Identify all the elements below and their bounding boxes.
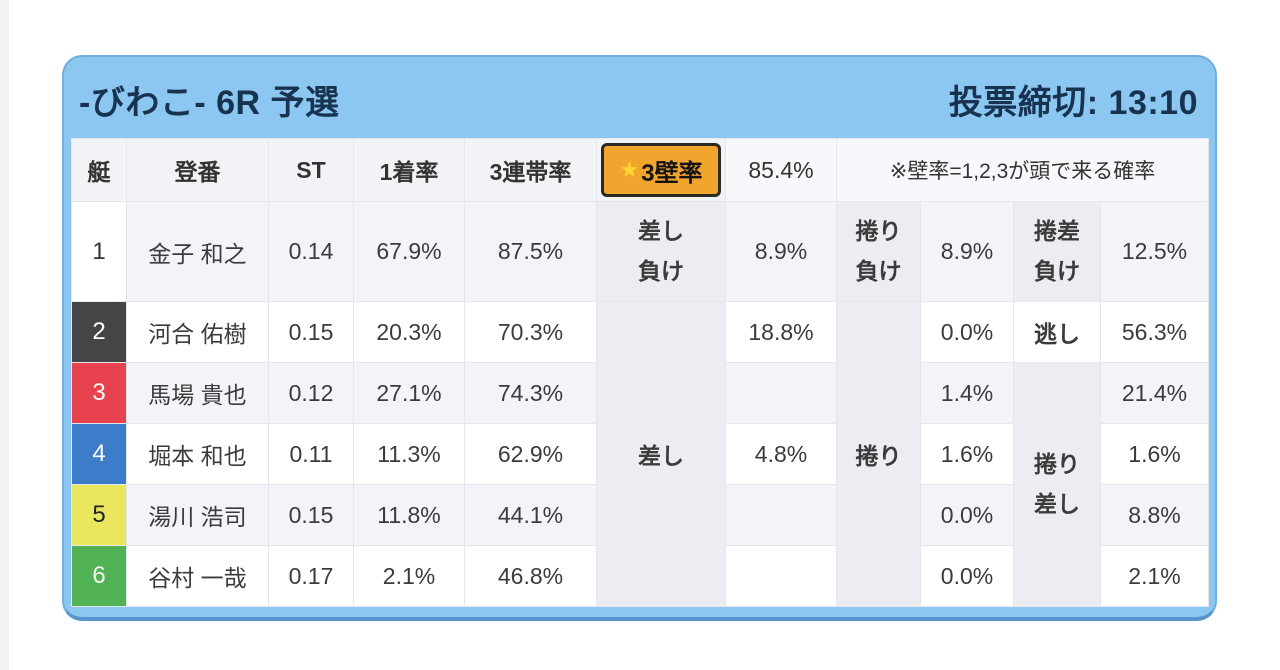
boat-number: 6 <box>71 545 127 607</box>
win1-value: 20.3% <box>353 301 465 363</box>
win1-value: 67.9% <box>353 201 465 302</box>
race-card-header: -びわこ- 6R 予選 投票締切: 13:10 <box>71 63 1208 138</box>
screen-left-edge <box>0 0 9 670</box>
col-header-top3: 3連帯率 <box>464 138 597 202</box>
top3-value: 62.9% <box>464 423 597 485</box>
makuri-value: 0.0% <box>920 484 1014 546</box>
st-value: 0.14 <box>268 201 354 302</box>
sashi-make-label: 差し負け <box>596 201 726 302</box>
top3-value: 46.8% <box>464 545 597 607</box>
makurizashi-value: 2.1% <box>1099 545 1210 607</box>
col-header-racer: 登番 <box>126 138 269 202</box>
makurizashi-value: 21.4% <box>1099 362 1210 424</box>
makurizashi-value: 8.8% <box>1099 484 1210 546</box>
star-icon: ★ <box>619 157 640 182</box>
makurizashi-label-text: 捲り差し <box>1034 451 1080 517</box>
sashi-make-value: 8.9% <box>725 201 837 302</box>
boat-number: 1 <box>71 201 127 302</box>
sashi-value <box>725 545 837 607</box>
makurizashi-make-label: 捲差負け <box>1013 201 1101 302</box>
boat-number: 5 <box>71 484 127 546</box>
makuri-make-value: 8.9% <box>920 201 1014 302</box>
makurizashi-make-label-text: 捲差負け <box>1034 218 1080 284</box>
racer-name: 堀本 和也 <box>126 423 269 485</box>
sashi-value <box>725 362 837 424</box>
win1-value: 27.1% <box>353 362 465 424</box>
st-value: 0.17 <box>268 545 354 607</box>
wall-rate-label: 3壁率 <box>641 159 703 187</box>
makuri-value: 0.0% <box>920 301 1014 363</box>
win1-value: 11.8% <box>353 484 465 546</box>
table-row-boat2: 2 河合 佑樹 0.15 20.3% 70.3% 差し 18.8% 捲り 0.0… <box>71 301 1210 607</box>
win1-value: 11.3% <box>353 423 465 485</box>
top3-value: 74.3% <box>464 362 597 424</box>
racer-name: 谷村 一哉 <box>126 545 269 607</box>
racer-name: 湯川 浩司 <box>126 484 269 546</box>
makurizashi-make-value: 12.5% <box>1099 201 1210 302</box>
race-title: -びわこ- 6R 予選 <box>79 84 340 122</box>
nigashi-value: 56.3% <box>1099 301 1210 363</box>
sashi-label: 差し <box>596 301 726 607</box>
table-row-boat3: 3 馬場 貴也 0.12 27.1% 74.3% 1.4% 捲り差し 21.4% <box>71 362 1210 607</box>
makuri-value: 1.6% <box>920 423 1014 485</box>
st-value: 0.15 <box>268 484 354 546</box>
col-header-st: ST <box>268 138 354 202</box>
boat-number: 3 <box>71 362 127 424</box>
table-row-boat6: 6 谷村 一哉 0.17 2.1% 46.8% 0.0% 2.1% <box>71 545 1210 607</box>
makuri-label: 捲り <box>836 301 921 607</box>
sashi-value: 18.8% <box>725 301 837 363</box>
table-header-row: 艇 登番 ST 1着率 3連帯率 ★ 3壁率 85.4% ※壁率=1,2,3が頭… <box>71 138 1210 202</box>
win1-value: 2.1% <box>353 545 465 607</box>
table-row-boat4: 4 堀本 和也 0.11 11.3% 62.9% 4.8% 1.6% 1.6% <box>71 423 1210 485</box>
wall-rate-value: 85.4% <box>725 138 837 202</box>
boat-number: 2 <box>71 301 127 363</box>
wall-rate-button[interactable]: ★ 3壁率 <box>601 143 721 197</box>
wall-rate-header-cell: ★ 3壁率 <box>596 138 726 202</box>
top3-value: 70.3% <box>464 301 597 363</box>
st-value: 0.15 <box>268 301 354 363</box>
st-value: 0.12 <box>268 362 354 424</box>
makuri-make-label: 捲り負け <box>836 201 921 302</box>
table-row-boat1: 1 金子 和之 0.14 67.9% 87.5% 差し負け 8.9% 捲り負け … <box>71 201 1210 302</box>
vote-deadline: 投票締切: 13:10 <box>948 84 1198 122</box>
sashi-make-label-text: 差し負け <box>638 218 684 284</box>
makuri-value: 1.4% <box>920 362 1014 424</box>
makurizashi-label: 捲り差し <box>1013 362 1101 607</box>
racer-name: 金子 和之 <box>126 201 269 302</box>
boat-number: 4 <box>71 423 127 485</box>
racer-name: 馬場 貴也 <box>126 362 269 424</box>
race-card: -びわこ- 6R 予選 投票締切: 13:10 艇 登番 ST 1着率 3連帯率… <box>62 55 1217 621</box>
top3-value: 44.1% <box>464 484 597 546</box>
racer-name: 河合 佑樹 <box>126 301 269 363</box>
col-header-boat: 艇 <box>71 138 127 202</box>
nigashi-label: 逃し <box>1013 301 1101 363</box>
col-header-win1: 1着率 <box>353 138 465 202</box>
race-stats-table: 艇 登番 ST 1着率 3連帯率 ★ 3壁率 85.4% ※壁率=1,2,3が頭… <box>71 138 1210 607</box>
st-value: 0.11 <box>268 423 354 485</box>
makuri-value: 0.0% <box>920 545 1014 607</box>
wall-rate-note: ※壁率=1,2,3が頭で来る確率 <box>835 138 1210 202</box>
sashi-value <box>725 484 837 546</box>
makuri-make-label-text: 捲り負け <box>855 218 902 284</box>
makurizashi-value: 1.6% <box>1099 423 1210 485</box>
sashi-value: 4.8% <box>725 423 837 485</box>
top3-value: 87.5% <box>464 201 597 302</box>
table-row-boat5: 5 湯川 浩司 0.15 11.8% 44.1% 0.0% 8.8% <box>71 484 1210 546</box>
